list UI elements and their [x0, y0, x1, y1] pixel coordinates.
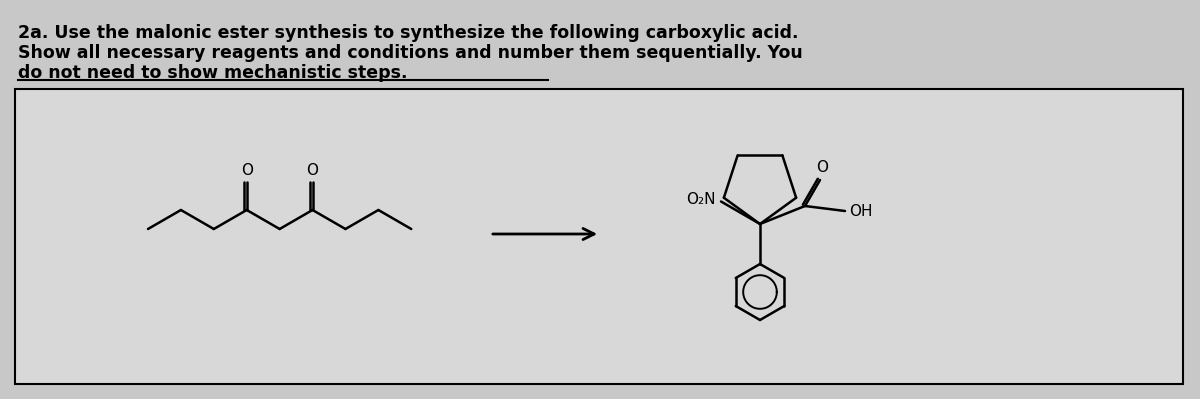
Bar [14, 89, 1183, 384]
Text: O: O [816, 160, 828, 175]
Text: O: O [306, 163, 318, 178]
Text: Show all necessary reagents and conditions and number them sequentially. You: Show all necessary reagents and conditio… [18, 44, 803, 62]
Text: do not need to show mechanistic steps.: do not need to show mechanistic steps. [18, 64, 408, 82]
Text: OH: OH [850, 203, 872, 219]
Text: O: O [241, 163, 253, 178]
Text: 2a. Use the malonic ester synthesis to synthesize the following carboxylic acid.: 2a. Use the malonic ester synthesis to s… [18, 24, 798, 42]
Text: O₂N: O₂N [686, 192, 716, 207]
